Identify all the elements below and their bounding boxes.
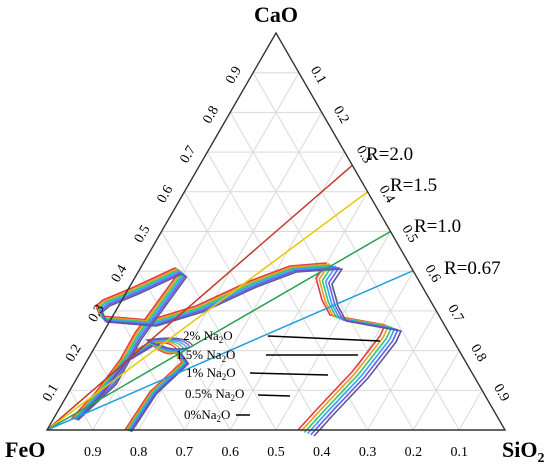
tick-label-right: 0.2 (330, 104, 352, 127)
basicity-line-2 (46, 230, 391, 431)
na2o-label-0pct: 0%Na2O (184, 407, 250, 424)
tick-label-left: 0.9 (223, 64, 245, 87)
basicity-labels: R=2.0 R=1.5 R=1.0 R=0.67 (366, 144, 501, 279)
tick-label-left: 0.5 (132, 223, 154, 246)
tick-label-bottom: 0.9 (84, 445, 102, 460)
tick-label-bottom: 0.2 (405, 445, 423, 460)
basicity-label-r067: R=0.67 (444, 258, 501, 279)
tick-label-bottom: 0.8 (130, 445, 148, 460)
tick-label-right: 0.9 (490, 382, 512, 405)
tick-label-right: 0.8 (467, 342, 489, 365)
na2o-label-2pct: 2% Na2O (183, 328, 381, 345)
svg-text:1.5% Na2O: 1.5% Na2O (176, 347, 235, 364)
basicity-line-1 (46, 191, 369, 431)
na2o-labels: 2% Na2O 1.5% Na2O 1% Na2O 0.5% Na2O 0%Na… (176, 328, 381, 424)
vertex-label-feo: FeO (5, 437, 45, 462)
tick-label-bottom: 0.3 (359, 445, 377, 460)
basicity-label-r10: R=1.0 (414, 216, 461, 237)
tick-label-left: 0.7 (177, 143, 199, 166)
tick-label-right: 0.1 (307, 64, 329, 87)
basicity-line-0 (46, 164, 353, 431)
grid-line-sio2 (458, 390, 483, 431)
svg-text:0.5% Na2O: 0.5% Na2O (185, 386, 244, 403)
na2o-leader-0-5pct (257, 394, 291, 397)
grid-line-sio2 (321, 270, 414, 431)
tick-labels-right: 0.10.20.30.40.50.60.70.80.9 (307, 64, 512, 404)
vertex-label-sio2: SiO2 (502, 437, 544, 465)
tick-label-left: 0.1 (40, 382, 62, 405)
tick-label-bottom: 0.1 (450, 445, 468, 460)
basicity-label-r15: R=1.5 (390, 175, 437, 196)
basicity-label-r20: R=2.0 (366, 144, 413, 165)
tick-label-right: 0.6 (421, 263, 443, 286)
isotherm-contours (71, 262, 402, 437)
basicity-lines (46, 164, 414, 431)
svg-text:1% Na2O: 1% Na2O (186, 365, 236, 382)
vertex-label-cao: CaO (254, 2, 298, 27)
svg-text:2% Na2O: 2% Na2O (183, 328, 233, 345)
tick-label-left: 0.6 (155, 183, 177, 206)
grid-line-sio2 (183, 151, 346, 431)
na2o-label-1-5pct: 1.5% Na2O (176, 347, 358, 364)
na2o-leader-1pct (249, 372, 329, 376)
tick-label-bottom: 0.6 (221, 445, 239, 460)
tick-label-bottom: 0.4 (313, 445, 331, 460)
tick-label-left: 0.8 (200, 104, 222, 127)
contour-5 (77, 268, 402, 437)
tick-label-right: 0.7 (444, 302, 466, 325)
basicity-line-3 (46, 270, 414, 431)
tick-label-left: 0.2 (63, 342, 85, 365)
tick-label-bottom: 0.7 (176, 445, 194, 460)
na2o-leader-2pct (267, 335, 381, 342)
tick-label-bottom: 0.5 (267, 445, 285, 460)
na2o-label-1pct: 1% Na2O (186, 365, 329, 382)
tick-labels-bottom: 0.9 0.8 0.7 0.6 0.5 0.4 0.3 0.2 0.1 (84, 445, 468, 460)
tick-label-left: 0.4 (109, 263, 131, 286)
triangle-frame (45, 31, 507, 431)
grid-line-sio2 (412, 350, 460, 431)
grid-lines (69, 72, 483, 431)
grid-line-sio2 (275, 231, 391, 431)
grid-line-sio2 (367, 310, 437, 431)
svg-text:0%Na2O: 0%Na2O (184, 407, 230, 424)
na2o-label-0-5pct: 0.5% Na2O (185, 386, 291, 403)
